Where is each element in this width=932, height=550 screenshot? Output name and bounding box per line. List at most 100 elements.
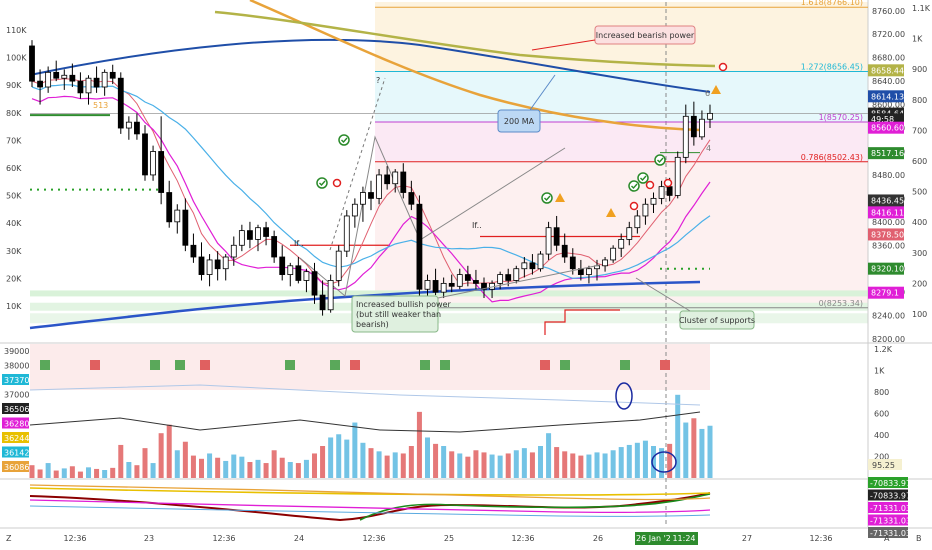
- callout-bullish-line3: bearish): [356, 320, 389, 329]
- right-volume-tick-6: 500: [912, 188, 927, 197]
- candle-body: [174, 209, 181, 223]
- candle-body: [400, 171, 407, 193]
- volume-bar: [295, 463, 301, 478]
- time-tick-7: 26: [593, 534, 603, 543]
- signal-tag-6: [330, 360, 340, 370]
- time-tick-4: 12:36: [362, 534, 385, 543]
- price-badge-text-5: 8517.16: [871, 149, 904, 158]
- osc-badge-1: [868, 489, 908, 501]
- candle-body: [37, 80, 43, 88]
- fibonacci-levels: 1.618(8766.10) 1.272(8656.45) 1(8570.25) 0.…: [30, 0, 868, 335]
- check-signal-1: [316, 177, 328, 189]
- candle-body: [505, 274, 512, 281]
- osc-line-orange: [29, 484, 711, 501]
- signal-tag-7: [350, 360, 360, 370]
- volume-ma-line: [29, 411, 701, 433]
- annotations: Increased bearish power 200 MA Increased b…: [93, 25, 755, 333]
- callout-200ma: [497, 109, 541, 133]
- right-volume-tick-7: 400: [912, 218, 927, 227]
- volume-bar: [424, 437, 431, 478]
- candle-body: [618, 239, 625, 249]
- volume-bar: [134, 465, 140, 478]
- volume-bar: [102, 470, 108, 478]
- indicator-left-badge-text-5: 36280: [4, 420, 29, 429]
- left-volume-tick-9: 20K: [6, 274, 22, 283]
- volume-bar: [223, 460, 229, 478]
- ma-200-navy: [29, 38, 711, 93]
- indicator-left-tick-1: 38000: [4, 362, 29, 371]
- volume-bar: [352, 422, 358, 478]
- volume-bar: [602, 453, 608, 478]
- signal-markers: [316, 62, 728, 217]
- candle-body: [222, 256, 229, 270]
- check-mark-5: [657, 157, 664, 164]
- volume-bar: [594, 452, 600, 478]
- price-badge-text-1: 8614.13: [871, 92, 904, 101]
- check-signal-2: [541, 192, 553, 204]
- candle-body: [553, 227, 560, 246]
- candle-body: [319, 294, 326, 311]
- candle-body: [158, 151, 165, 193]
- volume-bar: [400, 453, 406, 478]
- price-tick-13: 8240.00: [872, 312, 905, 321]
- candle-body: [537, 253, 544, 270]
- candle-body: [658, 186, 665, 199]
- volume-bar: [441, 446, 447, 478]
- callout-supports: [679, 310, 755, 330]
- volume-bar: [239, 456, 245, 478]
- time-tick-3: 24: [294, 534, 304, 543]
- candle-body: [311, 271, 318, 296]
- time-tick-1: 23: [144, 534, 154, 543]
- volume-bar: [650, 446, 657, 478]
- candle-body: [29, 45, 35, 82]
- volume-bar: [182, 441, 188, 478]
- price-badge-text-8: 8378.50: [871, 230, 904, 239]
- volume-bar: [69, 466, 75, 478]
- volume-bar: [376, 451, 382, 478]
- candle-body: [182, 209, 189, 246]
- candle-body: [101, 71, 108, 88]
- candle-body: [626, 227, 633, 240]
- candle-body: [93, 77, 100, 88]
- candlesticks: [29, 40, 713, 316]
- volume-bar: [529, 452, 535, 478]
- candle-body: [85, 77, 92, 94]
- indicator-left-badge-4: [2, 403, 29, 414]
- osc-badge-3: [868, 514, 908, 526]
- right-volume-tick-1: 1K: [912, 35, 923, 44]
- candle-body: [416, 203, 423, 290]
- indicator-left-badge-6: [2, 432, 29, 443]
- candle-body: [206, 259, 213, 275]
- right-volume-tick-10: 100: [912, 310, 927, 319]
- if-label-2: If..: [472, 221, 482, 230]
- label-6: 6: [705, 89, 710, 98]
- check-mark-1: [319, 180, 326, 187]
- cursor-date-text: 26 Jan '20: [636, 534, 676, 543]
- signal-tag-2: [150, 360, 160, 370]
- warning-icon-2: [711, 85, 721, 94]
- candle-body: [255, 227, 261, 240]
- price-badge-text-4: 8560.60: [871, 124, 904, 133]
- indicator-left-badge-text-4: 36506: [4, 405, 29, 414]
- volume-bar: [368, 448, 374, 478]
- time-tick-2: 12:36: [212, 534, 235, 543]
- volume-bar: [126, 462, 132, 478]
- oscillator-panel: [29, 484, 711, 522]
- question-label: ?: [376, 76, 380, 85]
- cross-signal-3: [663, 178, 673, 188]
- osc-badge-text-0: -70833.97: [870, 479, 911, 488]
- volume-bar: [513, 450, 519, 478]
- candle-body: [287, 265, 294, 275]
- indicator-right-tick-3: 600: [874, 410, 889, 419]
- ma-200-orange: [249, 0, 701, 132]
- left-volume-tick-2: 90K: [6, 81, 22, 90]
- osc-line-green: [359, 493, 711, 521]
- volume-bar: [166, 424, 172, 478]
- volume-bar: [311, 453, 318, 478]
- indicator-right-badge: [868, 459, 902, 470]
- price-tick-1: 8720.00: [872, 30, 905, 39]
- osc-badge-text-4: -71331.03: [870, 529, 911, 538]
- callout-200ma-text: 200 MA: [504, 117, 535, 126]
- volume-bar: [546, 433, 552, 478]
